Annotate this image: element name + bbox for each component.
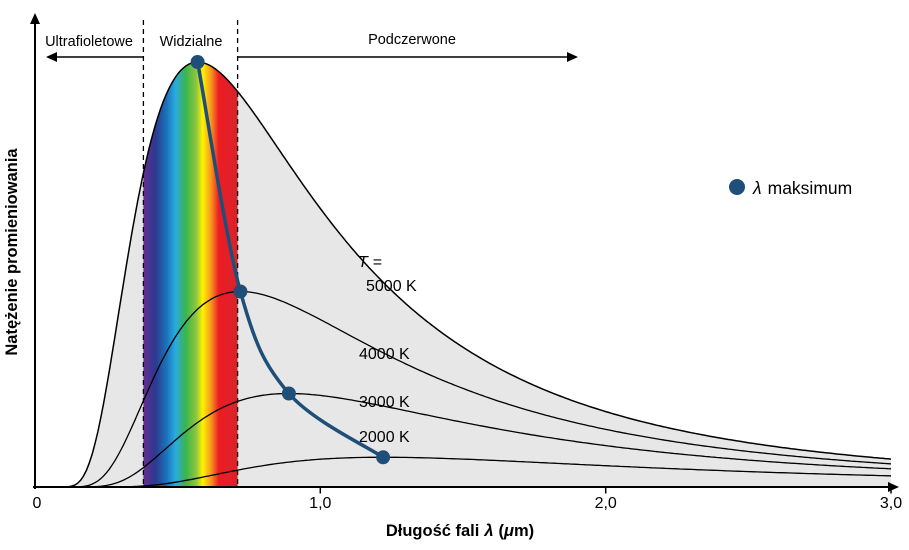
- curve-4000-k: [40, 290, 892, 488]
- ir-region-label: Podczerwone: [368, 32, 456, 48]
- x-tick-2: 2,0: [595, 495, 617, 512]
- blackbody-curves: [40, 61, 892, 488]
- lambda-max-point-3000-k: [281, 386, 296, 401]
- lambda-max-legend-dot-icon: [729, 179, 745, 195]
- lambda-max-point-5000-k: [190, 55, 205, 69]
- curve-3000-k: [40, 392, 892, 488]
- temp-label-2000k: 2000 K: [359, 429, 410, 446]
- x-tick-1: 1,0: [309, 495, 331, 512]
- x-tick-0: 0: [33, 495, 42, 512]
- envelope-fill-5000-k: [35, 62, 891, 487]
- visible-spectrum-band: [143, 62, 238, 487]
- lambda-max-points: [190, 55, 391, 465]
- envelope-area: [35, 62, 891, 487]
- curve-2000-k: [40, 456, 891, 488]
- x-tick-3: 3,0: [880, 495, 902, 512]
- x-axis-ticks: [319, 487, 892, 494]
- legend-label: λ maksimum: [752, 178, 852, 198]
- temperature-prefix-label: T =: [358, 254, 382, 271]
- temp-label-5000k: 5000 K: [366, 278, 417, 295]
- lambda-max-point-4000-k: [233, 284, 248, 299]
- visible-region-label: Widzialne: [160, 34, 223, 50]
- temp-label-3000k: 3000 K: [359, 394, 410, 411]
- legend: λ maksimum: [729, 178, 852, 198]
- lambda-max-point-2000-k: [376, 450, 391, 465]
- curve-5000-k: [40, 61, 892, 488]
- lambda-max-locus: [195, 60, 385, 460]
- uv-region-label: Ultrafioletowe: [45, 34, 133, 50]
- x-axis-title: Długość fali λ (μm): [386, 522, 534, 540]
- y-axis-title: Natężenie promieniowania: [3, 148, 21, 356]
- temp-label-4000k: 4000 K: [359, 346, 410, 363]
